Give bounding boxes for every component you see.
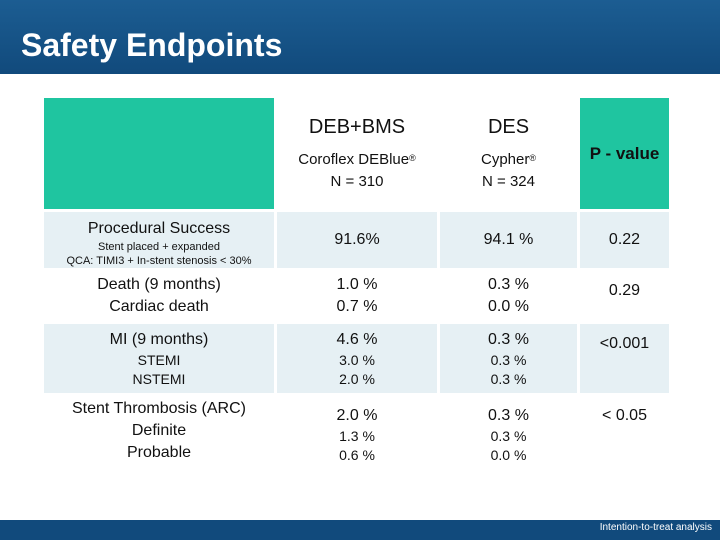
mi-label-cell: MI (9 months) STEMI NSTEMI xyxy=(44,324,277,396)
header-des: DES Cypher® N = 324 xyxy=(440,98,580,212)
des-name: DES xyxy=(487,115,530,138)
mi-p-cell: <0.001 xyxy=(580,324,669,396)
table-row-stent-thrombosis: Stent Thrombosis (ARC) Definite Probable… xyxy=(44,396,669,469)
st-label-cell: Stent Thrombosis (ARC) Definite Probable xyxy=(44,396,277,469)
procedural-success-p: 0.22 xyxy=(608,231,641,248)
mi-p: <0.001 xyxy=(599,335,650,352)
procedural-success-label: Procedural Success xyxy=(87,220,231,237)
mi-sub1: STEMI xyxy=(137,351,181,368)
st-p: < 0.05 xyxy=(602,407,647,424)
st-sub1: Definite xyxy=(131,422,187,439)
st-deb-cell: 2.0 % 1.3 % 0.6 % xyxy=(277,396,440,469)
pvalue-header: P - value xyxy=(589,143,660,163)
slide-title: Safety Endpoints xyxy=(21,27,283,63)
st-des-sub1: 0.3 % xyxy=(490,428,527,444)
st-des-cell: 0.3 % 0.3 % 0.0 % xyxy=(440,396,580,469)
deb-bms-device: Coroflex DEBlue® xyxy=(298,150,416,168)
mi-deb-sub1: 3.0 % xyxy=(339,351,375,368)
death-des-sub: 0.0 % xyxy=(488,298,529,315)
st-des: 0.3 % xyxy=(488,407,529,424)
mi-label: MI (9 months) xyxy=(109,330,209,348)
death-label: Death (9 months) xyxy=(97,276,221,293)
procedural-success-deb: 91.6% xyxy=(334,231,380,248)
mi-deb-sub2: 2.0 % xyxy=(339,370,375,387)
procedural-success-label-cell: Procedural Success Stent placed + expand… xyxy=(44,212,277,271)
table-row-mi: MI (9 months) STEMI NSTEMI 4.6 % 3.0 % 2… xyxy=(44,324,669,396)
des-n: N = 324 xyxy=(482,172,535,190)
death-sub: Cardiac death xyxy=(109,298,209,315)
header-empty-cell xyxy=(44,98,277,212)
mi-deb-cell: 4.6 % 3.0 % 2.0 % xyxy=(277,324,440,396)
deb-bms-n: N = 310 xyxy=(330,172,384,190)
title-bar xyxy=(0,0,720,74)
death-deb: 1.0 % xyxy=(336,276,378,293)
st-p-cell: < 0.05 xyxy=(580,396,669,469)
death-p: 0.29 xyxy=(608,282,641,299)
procedural-success-p-cell: 0.22 xyxy=(580,212,669,271)
mi-des-sub1: 0.3 % xyxy=(490,351,527,368)
st-deb-sub2: 0.6 % xyxy=(339,447,375,463)
procedural-success-sub1: Stent placed + expanded xyxy=(97,241,220,253)
death-p-cell: 0.29 xyxy=(580,271,669,324)
safety-endpoints-table: DEB+BMS Coroflex DEBlue® N = 310 DES Cyp… xyxy=(44,98,669,469)
procedural-success-deb-cell: 91.6% xyxy=(277,212,440,271)
death-deb-cell: 1.0 % 0.7 % xyxy=(277,271,440,324)
death-des: 0.3 % xyxy=(488,276,529,293)
header-pvalue: P - value xyxy=(580,98,669,212)
procedural-success-des: 94.1 % xyxy=(483,231,534,248)
mi-sub2: NSTEMI xyxy=(132,370,186,387)
procedural-success-sub2: QCA: TIMI3 + In-stent stenosis < 30% xyxy=(66,255,252,267)
header-deb-bms: DEB+BMS Coroflex DEBlue® N = 310 xyxy=(277,98,440,212)
table-header-row: DEB+BMS Coroflex DEBlue® N = 310 DES Cyp… xyxy=(44,98,669,212)
death-label-cell: Death (9 months) Cardiac death xyxy=(44,271,277,324)
table-row-death: Death (9 months) Cardiac death 1.0 % 0.7… xyxy=(44,271,669,324)
mi-des-sub2: 0.3 % xyxy=(490,370,527,387)
deb-bms-name: DEB+BMS xyxy=(308,115,406,138)
mi-deb: 4.6 % xyxy=(336,330,378,348)
des-device: Cypher® xyxy=(481,150,536,168)
table-row-procedural-success: Procedural Success Stent placed + expand… xyxy=(44,212,669,271)
death-des-cell: 0.3 % 0.0 % xyxy=(440,271,580,324)
footnote: Intention-to-treat analysis xyxy=(599,522,712,533)
st-sub2: Probable xyxy=(126,444,192,461)
procedural-success-des-cell: 94.1 % xyxy=(440,212,580,271)
bottom-bar xyxy=(0,520,720,540)
mi-des-cell: 0.3 % 0.3 % 0.3 % xyxy=(440,324,580,396)
death-deb-sub: 0.7 % xyxy=(336,298,378,315)
st-deb-sub1: 1.3 % xyxy=(339,428,375,444)
mi-des: 0.3 % xyxy=(488,330,529,348)
st-des-sub2: 0.0 % xyxy=(490,447,527,463)
st-deb: 2.0 % xyxy=(336,407,378,424)
st-label: Stent Thrombosis (ARC) xyxy=(72,400,246,417)
